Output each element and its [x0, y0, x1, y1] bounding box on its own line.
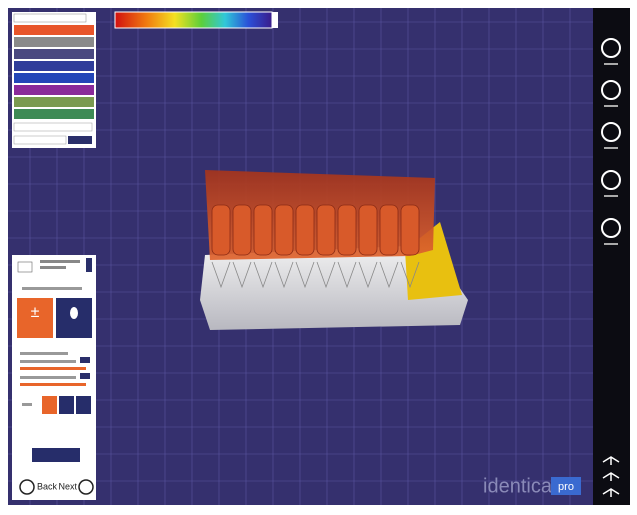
label-line: [20, 360, 76, 363]
upper-tooth: [316, 204, 336, 256]
tool-caption: [604, 243, 618, 245]
brand-name: identica: [483, 475, 553, 497]
layer-row[interactable]: [14, 61, 94, 71]
tool-caption: [604, 195, 618, 197]
dropdown[interactable]: [13, 13, 87, 23]
color-scale: [114, 11, 273, 29]
slider[interactable]: [20, 367, 86, 370]
toolbar-icons: [601, 38, 621, 497]
icon: [70, 307, 78, 319]
upper-tooth: [232, 204, 252, 256]
lower-tooth: [379, 261, 399, 289]
next-button[interactable]: [78, 479, 94, 495]
lower-tooth: [253, 261, 273, 289]
tool-caption: [604, 105, 618, 107]
dental-model: [200, 170, 468, 330]
stepper[interactable]: [80, 357, 90, 363]
tool-icon[interactable]: [42, 396, 57, 414]
label-line: [20, 352, 68, 355]
upper-tooth: [337, 204, 357, 256]
upper-tooth: [295, 204, 315, 256]
nav-arrows[interactable]: [602, 472, 620, 481]
label-line: [22, 287, 82, 290]
action-button[interactable]: [32, 448, 80, 462]
tool-caption: [604, 63, 618, 65]
lower-tooth: [295, 261, 315, 289]
layer-row[interactable]: [14, 25, 94, 35]
toggle[interactable]: [86, 258, 92, 272]
layer-row[interactable]: [14, 73, 94, 83]
tool-panel: ± Back Next: [12, 255, 96, 500]
label-line: [22, 403, 32, 406]
layer-row[interactable]: [14, 49, 94, 59]
layer-row[interactable]: [14, 97, 94, 107]
lower-tooth: [358, 261, 378, 289]
brand-badge-text: pro: [558, 481, 574, 493]
lower-tooth: [211, 261, 231, 289]
input[interactable]: [13, 135, 67, 145]
nav-arrows[interactable]: [602, 488, 620, 497]
tool-button[interactable]: [601, 38, 621, 58]
tool-button[interactable]: [17, 298, 53, 338]
lower-arch: [200, 245, 468, 330]
label-line: [20, 376, 76, 379]
scale-handle[interactable]: [272, 12, 278, 28]
upper-tooth: [400, 204, 420, 256]
tooth-outlines: [211, 204, 420, 289]
right-toolbar: [593, 8, 630, 505]
nav-arrows[interactable]: [602, 456, 620, 465]
layer-row[interactable]: [14, 85, 94, 95]
tool-button[interactable]: [601, 218, 621, 238]
tool-button[interactable]: [601, 170, 621, 190]
brand-badge: [551, 477, 581, 495]
tool-caption: [604, 147, 618, 149]
upper-tooth: [358, 204, 378, 256]
lower-tooth: [274, 261, 294, 289]
stepper[interactable]: [80, 373, 90, 379]
label-line: [40, 260, 80, 263]
lower-tooth: [400, 261, 420, 289]
lower-tooth: [232, 261, 252, 289]
button[interactable]: [68, 136, 92, 144]
back-label[interactable]: Back: [37, 481, 58, 491]
layer-panel: [12, 12, 96, 148]
upper-tooth: [253, 204, 273, 256]
icon: ±: [31, 304, 40, 321]
next-label[interactable]: Next: [58, 481, 77, 491]
layer-row[interactable]: [14, 37, 94, 47]
tool-button[interactable]: [601, 80, 621, 100]
lower-tooth: [337, 261, 357, 289]
tool-button[interactable]: [601, 122, 621, 142]
back-button[interactable]: [19, 479, 35, 495]
lower-tooth: [316, 261, 336, 289]
tool-icon[interactable]: [59, 396, 74, 414]
tool-icon[interactable]: [76, 396, 91, 414]
label-line: [40, 266, 66, 269]
upper-tooth: [274, 204, 294, 256]
input[interactable]: [13, 122, 93, 132]
icon: [17, 261, 33, 273]
upper-tooth: [211, 204, 231, 256]
upper-tooth: [379, 204, 399, 256]
slider[interactable]: [20, 383, 86, 386]
layer-row[interactable]: [14, 109, 94, 119]
